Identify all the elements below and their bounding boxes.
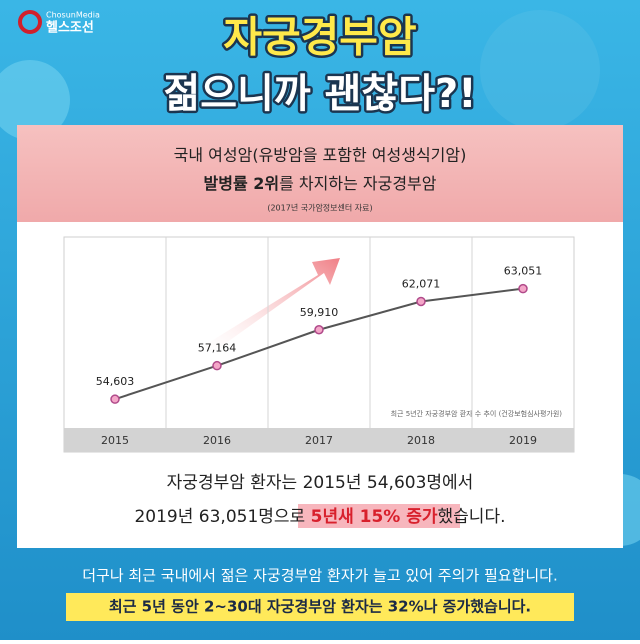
x-tick-label: 2015	[101, 434, 129, 447]
footer-highlight	[66, 593, 574, 621]
trend-arrow	[205, 258, 340, 353]
x-tick-label: 2018	[407, 434, 435, 447]
footer-line: 더구나 최근 국내에서 젊은 자궁경부암 환자가 늘고 있어 주의가 필요합니다…	[82, 567, 557, 585]
data-label: 63,051	[504, 265, 543, 278]
x-axis-band	[64, 428, 574, 452]
panel-line: 국내 여성암(유방암을 포함한 여성생식기암)	[174, 146, 467, 165]
data-point	[518, 283, 528, 294]
panel-header	[17, 125, 623, 222]
decor	[480, 10, 600, 130]
text: 했습니다.	[438, 507, 506, 527]
title: 자궁경부암	[223, 13, 416, 62]
data-label: 54,603	[96, 375, 135, 388]
data-point	[110, 394, 120, 404]
data-label: 59,910	[300, 306, 339, 319]
emphasis: 발병률 2위	[204, 174, 280, 193]
logo-icon	[18, 10, 42, 34]
x-tick-label: 2019	[509, 434, 537, 447]
logo-brand: ChosunMedia	[46, 11, 100, 20]
body-line: 2019년 63,051명으로 5년새 15% 증가했습니다.	[134, 507, 505, 527]
body-line: 자궁경부암 환자는 2015년 54,603명에서	[167, 473, 474, 493]
data-point	[416, 296, 426, 307]
text: 를 차지하는 자궁경부암	[279, 174, 437, 193]
highlight	[298, 504, 460, 528]
x-tick-label: 2016	[203, 434, 231, 447]
panel-line: 발병률 2위를 차지하는 자궁경부암	[204, 174, 437, 193]
text: 2019년 63,051명으로	[134, 507, 310, 527]
data-label: 57,164	[198, 342, 237, 355]
chart: 최근 5년간 자궁경부암 환자 수 추이 (건강보험심사평가원) 54,603 5…	[63, 236, 575, 453]
emphasis: 5년새 15% 증가	[311, 507, 438, 527]
subtitle: 젊으니까 괜찮다?!	[164, 71, 477, 117]
footer-line: 최근 5년 동안 2~30대 자궁경부암 환자는 32%나 증가했습니다.	[109, 598, 531, 616]
data-point	[212, 360, 222, 371]
chart-note: 최근 5년간 자궁경부암 환자 수 추이 (건강보험심사평가원)	[391, 409, 563, 418]
data-label: 62,071	[402, 277, 441, 290]
x-tick-label: 2017	[305, 434, 333, 447]
data-point	[314, 325, 324, 335]
logo-name: 헬스조선	[46, 20, 94, 36]
source: (2017년 국가암정보센터 자료)	[267, 203, 372, 213]
decor	[0, 60, 70, 140]
